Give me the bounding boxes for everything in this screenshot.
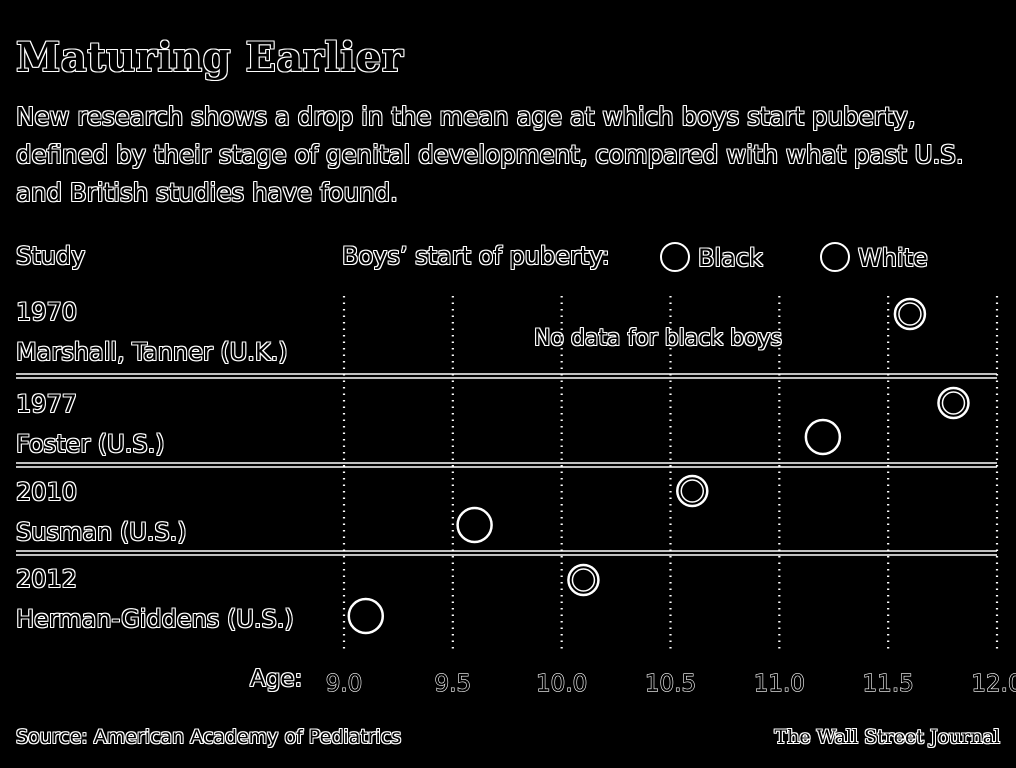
- point-black: [456, 506, 493, 544]
- point-white-inner-ring: [571, 568, 596, 592]
- study-column-header: Study: [16, 242, 86, 270]
- x-tick-label: 9.5: [435, 671, 472, 697]
- legend-item-white: White: [820, 242, 928, 272]
- legend-item-black: Black: [660, 242, 763, 272]
- point-black: [347, 597, 385, 635]
- chart-subtitle: New research shows a drop in the mean ag…: [16, 102, 964, 207]
- legend-white-label: White: [858, 244, 928, 272]
- legend-black-swatch: [660, 242, 690, 272]
- x-tick-label: 10.5: [645, 671, 696, 697]
- study-label-2012: 2012 Herman-Giddens (U.S.): [16, 559, 294, 639]
- point-white-inner-ring: [941, 391, 966, 415]
- x-tick-label: 12.0: [971, 671, 1016, 697]
- x-tick-label: 9.0: [326, 671, 363, 697]
- x-tick-label: 11.5: [863, 671, 914, 697]
- chart-title: Maturing Earlier: [16, 34, 404, 81]
- x-axis-label: Age:: [250, 666, 303, 692]
- legend-black-label: Black: [698, 244, 763, 272]
- legend: Boys’ start of puberty: Black White: [342, 242, 928, 272]
- study-name: Foster (U.S.): [16, 430, 165, 458]
- x-tick-label: 10.0: [536, 671, 587, 697]
- study-name: Herman-Giddens (U.S.): [16, 605, 294, 633]
- legend-title: Boys’ start of puberty:: [342, 242, 610, 270]
- no-data-note: No data for black boys: [534, 326, 782, 351]
- credit: The Wall Street Journal: [774, 726, 1000, 748]
- point-white-inner-ring: [680, 479, 705, 503]
- study-name: Susman (U.S.): [16, 518, 187, 546]
- point-white-inner-ring: [898, 302, 922, 326]
- study-label-2010: 2010 Susman (U.S.): [16, 472, 187, 552]
- x-tick-label: 11.0: [754, 671, 805, 697]
- study-label-1970: 1970 Marshall, Tanner (U.K.): [16, 292, 288, 372]
- study-year: 2012: [16, 565, 78, 593]
- source-note: Source: American Academy of Pediatrics: [16, 726, 402, 748]
- point-black: [804, 418, 842, 456]
- study-year: 1977: [16, 390, 78, 418]
- study-name: Marshall, Tanner (U.K.): [16, 338, 288, 366]
- study-label-1977: 1977 Foster (U.S.): [16, 384, 165, 464]
- study-year: 1970: [16, 298, 78, 326]
- legend-white-swatch: [820, 242, 850, 272]
- study-year: 2010: [16, 478, 78, 506]
